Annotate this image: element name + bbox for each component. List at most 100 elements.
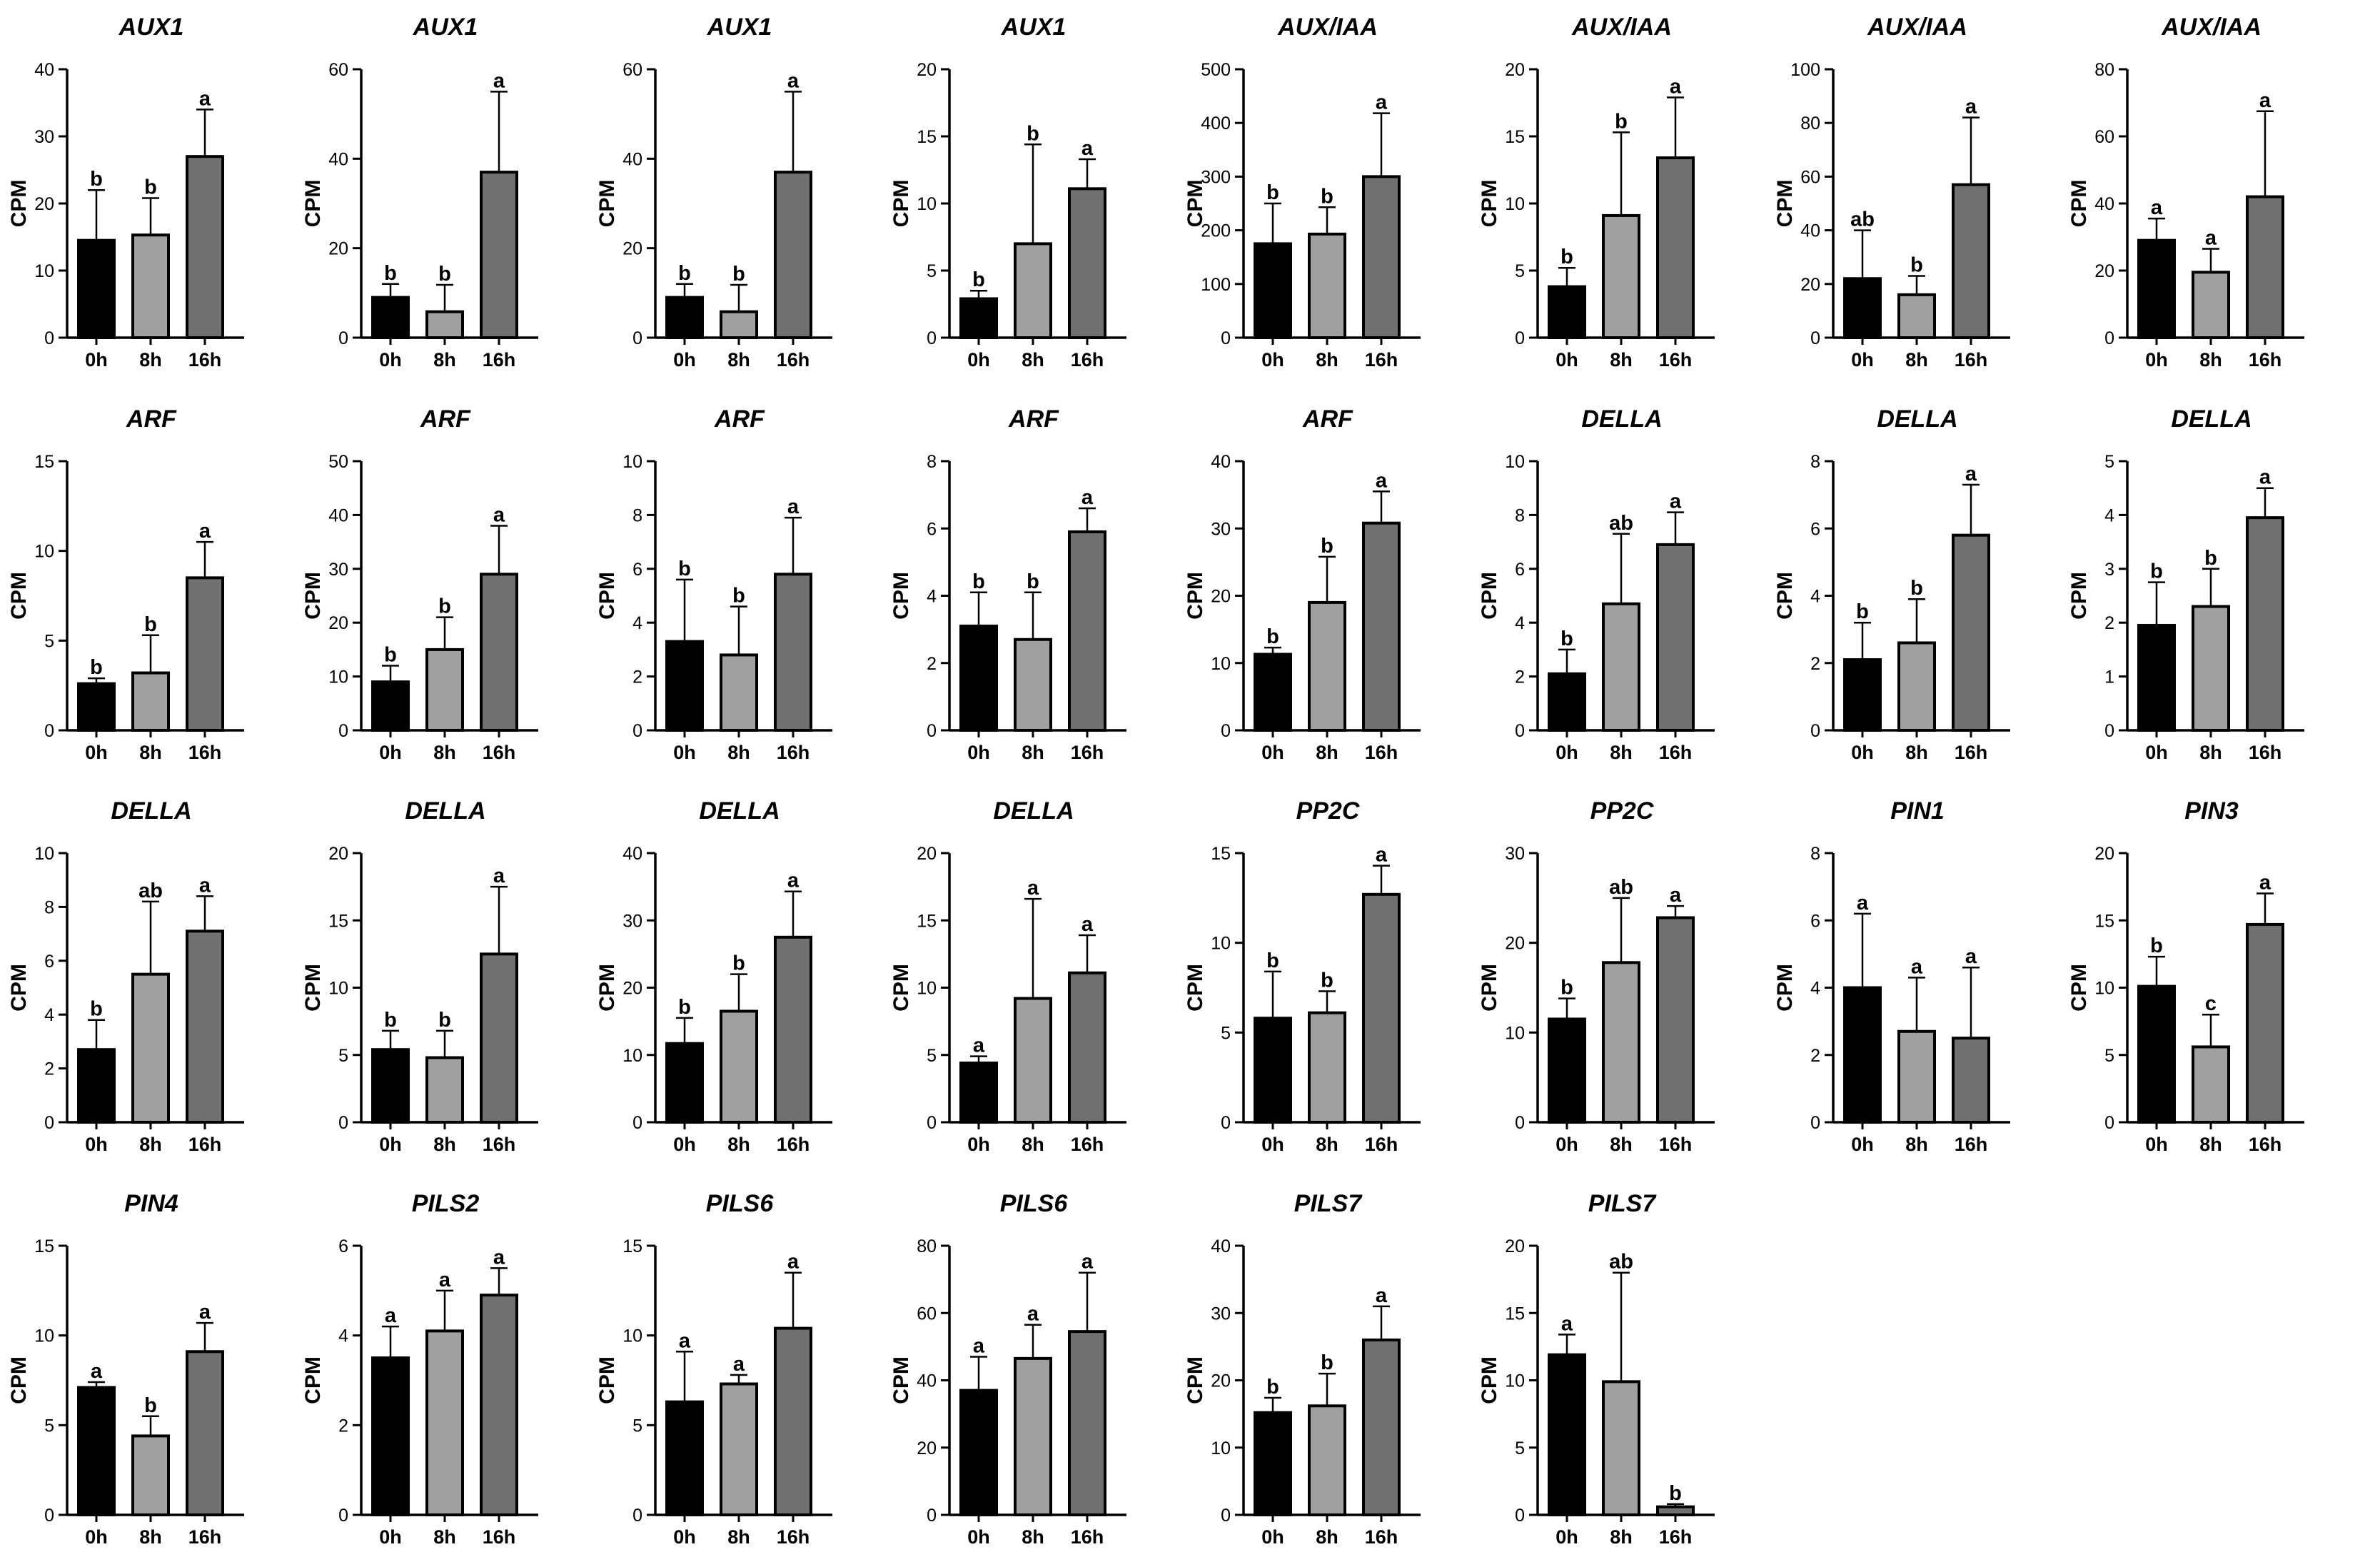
chart-1-ylabel: CPM	[7, 180, 31, 228]
chart-19-sig-letter: b	[732, 952, 745, 975]
chart-18-ytick-label: 20	[328, 844, 348, 864]
chart-18-ylabel: CPM	[301, 964, 325, 1012]
chart-8-ytick-label: 20	[2094, 261, 2114, 281]
chart-9-ylabel: CPM	[7, 572, 31, 620]
chart-13-ylabel: CPM	[1184, 572, 1207, 620]
chart-29-sig-letter: b	[1266, 1376, 1279, 1399]
chart-9-ytick-label: 10	[34, 542, 54, 562]
chart-3-sig-letter: a	[787, 69, 800, 92]
chart-8-sig-letter: a	[2151, 196, 2163, 219]
chart-22-ytick-label: 20	[1505, 934, 1525, 954]
chart-30-ytick-label: 20	[1505, 1236, 1525, 1256]
chart-16-xtick-label: 8h	[2199, 742, 2222, 763]
chart-6-ytick-label: 0	[1515, 328, 1525, 348]
chart-26-bar-0h	[371, 1356, 410, 1517]
chart-12-title: ARF	[1008, 405, 1059, 433]
chart-18-ytick-label: 15	[328, 911, 348, 931]
chart-27-xtick-label: 0h	[673, 1526, 696, 1548]
chart-11-bar-0h	[665, 640, 704, 732]
chart-11-ytick-label: 10	[622, 452, 642, 472]
chart-27-sig-letter: a	[787, 1251, 800, 1274]
chart-10-title: ARF	[420, 405, 471, 433]
chart-17-ytick-label: 0	[44, 1113, 54, 1133]
chart-11-xtick-label: 0h	[673, 742, 696, 763]
chart-9-sig-letter: b	[144, 613, 157, 636]
chart-18-ytick-label: 10	[328, 979, 348, 999]
chart-18-sig-letter: a	[493, 865, 505, 887]
chart-2-sig-letter: b	[438, 263, 451, 286]
chart-18-xtick-label: 16h	[483, 1134, 516, 1155]
chart-25-sig-letter: a	[91, 1360, 103, 1383]
chart-2-ytick-label: 60	[328, 60, 348, 80]
chart-12-ytick-label: 4	[927, 587, 937, 607]
chart-6-bar-8h	[1602, 213, 1640, 340]
chart-17-title: DELLA	[111, 797, 191, 825]
chart-23-xtick-label: 16h	[1955, 1134, 1988, 1155]
chart-17-bar-0h	[77, 1048, 116, 1124]
chart-18-xtick-label: 0h	[379, 1134, 402, 1155]
chart-1-bar-16h	[186, 155, 224, 339]
chart-22-ytick-label: 10	[1505, 1023, 1525, 1043]
chart-29-title: PILS7	[1294, 1190, 1363, 1217]
chart-26-ylabel: CPM	[301, 1356, 325, 1404]
chart-5-ytick-label: 300	[1201, 167, 1231, 187]
chart-25-bar-0h	[77, 1386, 116, 1517]
chart-27-bar-16h	[774, 1326, 812, 1516]
chart-13-sig-letter: b	[1266, 625, 1279, 648]
chart-14-title: DELLA	[1581, 405, 1662, 433]
chart-23-ytick-label: 4	[1810, 979, 1820, 999]
chart-9-bar-8h	[131, 671, 170, 732]
chart-17-xtick-label: 8h	[139, 1134, 162, 1155]
chart-27-ylabel: CPM	[595, 1356, 619, 1404]
chart-20-bar-0h	[959, 1062, 998, 1124]
chart-11-bar-16h	[774, 573, 812, 732]
chart-20-xtick-label: 0h	[967, 1134, 990, 1155]
chart-24-xtick-label: 0h	[2145, 1134, 2168, 1155]
chart-12-ytick-label: 0	[927, 721, 937, 741]
chart-7-title: AUX/IAA	[1867, 14, 1967, 41]
chart-15-ylabel: CPM	[1773, 572, 1797, 620]
chart-28-sig-letter: a	[1027, 1303, 1039, 1326]
chart-11-title: ARF	[714, 405, 765, 433]
chart-1-ytick-label: 30	[34, 127, 54, 147]
chart-19-xtick-label: 16h	[777, 1134, 810, 1155]
chart-26-sig-letter: a	[493, 1246, 505, 1269]
chart-22-ylabel: CPM	[1478, 964, 1501, 1012]
chart-20-sig-letter: a	[973, 1034, 985, 1057]
chart-22-xtick-label: 8h	[1610, 1134, 1633, 1155]
chart-15-xtick-label: 8h	[1905, 742, 1928, 763]
chart-3-bar-8h	[720, 310, 758, 339]
chart-11-ytick-label: 2	[632, 667, 642, 687]
chart-14-bar-16h	[1656, 543, 1695, 732]
chart-29-xtick-label: 8h	[1316, 1526, 1338, 1548]
chart-11-xtick-label: 8h	[727, 742, 750, 763]
chart-25-bar-16h	[186, 1350, 224, 1516]
chart-15-ytick-label: 4	[1810, 587, 1820, 607]
chart-13-ytick-label: 10	[1211, 654, 1231, 674]
chart-14-bar-8h	[1602, 602, 1640, 732]
chart-27-xtick-label: 16h	[777, 1526, 810, 1548]
chart-4-xtick-label: 0h	[967, 349, 990, 371]
chart-22-bar-8h	[1602, 961, 1640, 1124]
chart-26-ytick-label: 0	[338, 1506, 348, 1526]
chart-5-sig-letter: b	[1266, 181, 1279, 204]
chart-10-bar-0h	[371, 680, 410, 732]
chart-13-ytick-label: 30	[1211, 519, 1231, 539]
chart-18-title: DELLA	[405, 797, 485, 825]
chart-8-bar-0h	[2137, 238, 2176, 340]
chart-5-bar-8h	[1308, 232, 1346, 340]
chart-30-ytick-label: 10	[1505, 1371, 1525, 1391]
chart-12-xtick-label: 16h	[1071, 742, 1104, 763]
chart-4-sig-letter: b	[972, 268, 985, 291]
chart-15-bar-0h	[1843, 658, 1882, 732]
chart-24-ytick-label: 10	[2094, 979, 2114, 999]
chart-1-xtick-label: 0h	[85, 349, 108, 371]
chart-18-ytick-label: 5	[338, 1046, 348, 1066]
chart-2-ytick-label: 20	[328, 239, 348, 259]
chart-27-xtick-label: 8h	[727, 1526, 750, 1548]
chart-27-ytick-label: 15	[622, 1236, 642, 1256]
chart-22-bar-0h	[1548, 1017, 1586, 1124]
chart-28-ytick-label: 20	[917, 1438, 937, 1458]
chart-14-ytick-label: 8	[1515, 505, 1525, 525]
chart-25-title: PIN4	[124, 1190, 178, 1217]
